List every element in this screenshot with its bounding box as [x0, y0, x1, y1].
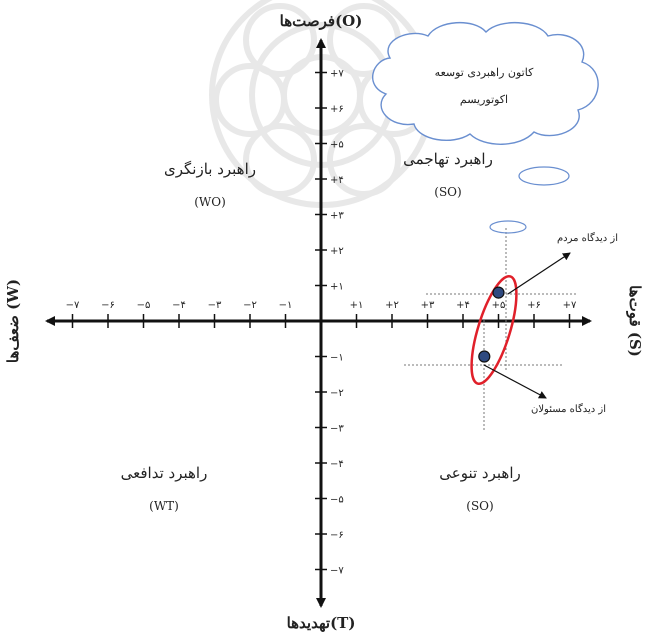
quadrant-so-bottom-title: راهبرد تنوعی — [439, 464, 520, 482]
x-tick-label: +۴ — [456, 300, 470, 311]
x-tick-label: −۶ — [101, 300, 115, 311]
quadrant-wo-title: راهبرد بازنگری — [164, 160, 256, 178]
quadrant-wo-code: (WO) — [194, 195, 226, 209]
y-tick-label: +۴ — [330, 175, 344, 186]
y-tick-label: +۲ — [330, 246, 344, 257]
y-tick-label: +۶ — [330, 104, 344, 115]
x-tick-label: +۷ — [563, 300, 577, 311]
x-tick-label: +۳ — [421, 300, 435, 311]
y-tick-label: +۳ — [330, 211, 344, 222]
annotation-officials: از دیدگاه مسئولان — [531, 403, 606, 415]
y-tick-label: −۱ — [330, 353, 344, 364]
cloud-trail — [489, 166, 570, 234]
axis-ticks: +۱ −۱ +۱ −۱ +۲ −۲ +۲ −۲ +۳ −۳ +۳ −۳ +۴ −۴ +۴ −۴ +۵ −۵ +۵ −۵… — [66, 69, 577, 577]
axis-label-threats: تهدیدها(T) — [287, 614, 356, 632]
cloud-text-line2: اکوتوریسم — [460, 93, 508, 106]
y-tick-label: −۶ — [330, 530, 344, 541]
thought-cloud — [371, 21, 599, 145]
x-tick-label: +۶ — [527, 300, 541, 311]
arrow-officials — [483, 364, 547, 399]
guide-lines — [404, 228, 576, 432]
x-tick-label: +۲ — [385, 300, 399, 311]
y-tick-label: −۴ — [330, 459, 344, 470]
y-tick-label: −۲ — [330, 388, 344, 399]
quadrant-so-top-code: (SO) — [434, 185, 461, 199]
annotation-people: از دیدگاه مردم — [557, 232, 618, 244]
red-ellipse — [470, 274, 518, 386]
quadrant-so-bottom-code: (SO) — [466, 499, 493, 513]
x-tick-label: +۱ — [350, 300, 364, 311]
cloud-text-line1: کاتون راهبردی توسعه — [435, 66, 534, 79]
y-tick-label: −۷ — [330, 566, 344, 577]
data-point — [478, 350, 491, 363]
x-tick-label: −۲ — [243, 300, 257, 311]
x-tick-label: −۳ — [208, 300, 222, 311]
y-tick-label: −۳ — [330, 424, 344, 435]
arrow-people — [507, 252, 571, 295]
y-tick-label: −۵ — [330, 495, 344, 506]
axis-label-opportunities: فرصت‌ها(O) — [280, 12, 363, 30]
axis-label-strengths: قوت‌ها (S) — [626, 285, 644, 357]
quadrant-wt-code: (WT) — [149, 499, 179, 513]
quadrant-so-top-title: راهبرد تهاجمی — [403, 150, 493, 168]
data-point — [492, 286, 505, 299]
y-tick-label: +۷ — [330, 69, 344, 80]
quadrant-wt-title: راهبرد تدافعی — [121, 464, 208, 482]
axis-label-weaknesses: ضعف‌ها (W) — [4, 279, 22, 363]
x-tick-label: −۴ — [172, 300, 186, 311]
x-tick-label: −۷ — [66, 300, 80, 311]
x-tick-label: +۵ — [492, 300, 506, 311]
x-tick-label: −۱ — [279, 300, 293, 311]
x-tick-label: −۵ — [137, 300, 151, 311]
y-tick-label: +۱ — [330, 282, 344, 293]
data-points — [478, 286, 505, 363]
y-tick-label: +۵ — [330, 140, 344, 151]
